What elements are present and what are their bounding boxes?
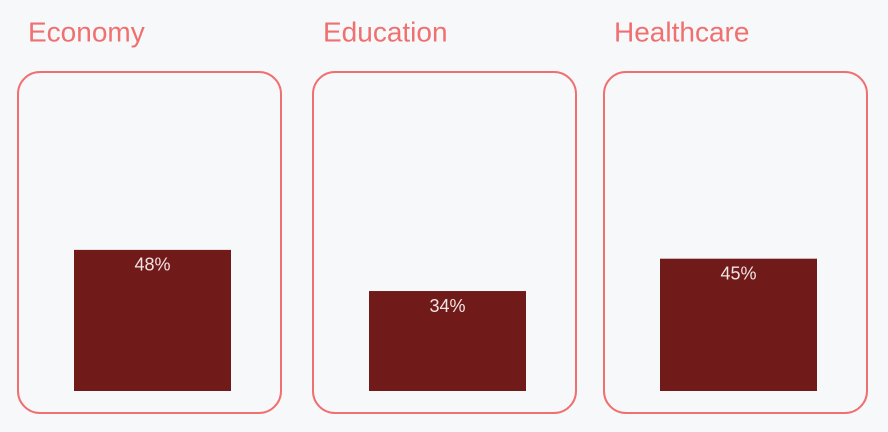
panel-title: Economy — [28, 16, 145, 47]
panel — [603, 71, 868, 414]
value-label: 34% — [429, 296, 465, 316]
value-label: 45% — [720, 263, 756, 283]
bar — [660, 258, 817, 391]
bar — [369, 291, 526, 391]
panel — [17, 71, 282, 414]
panel — [312, 71, 577, 414]
panel-title: Education — [323, 16, 448, 47]
bar — [74, 249, 231, 391]
panel-title: Healthcare — [614, 16, 749, 47]
value-label: 48% — [134, 255, 170, 275]
